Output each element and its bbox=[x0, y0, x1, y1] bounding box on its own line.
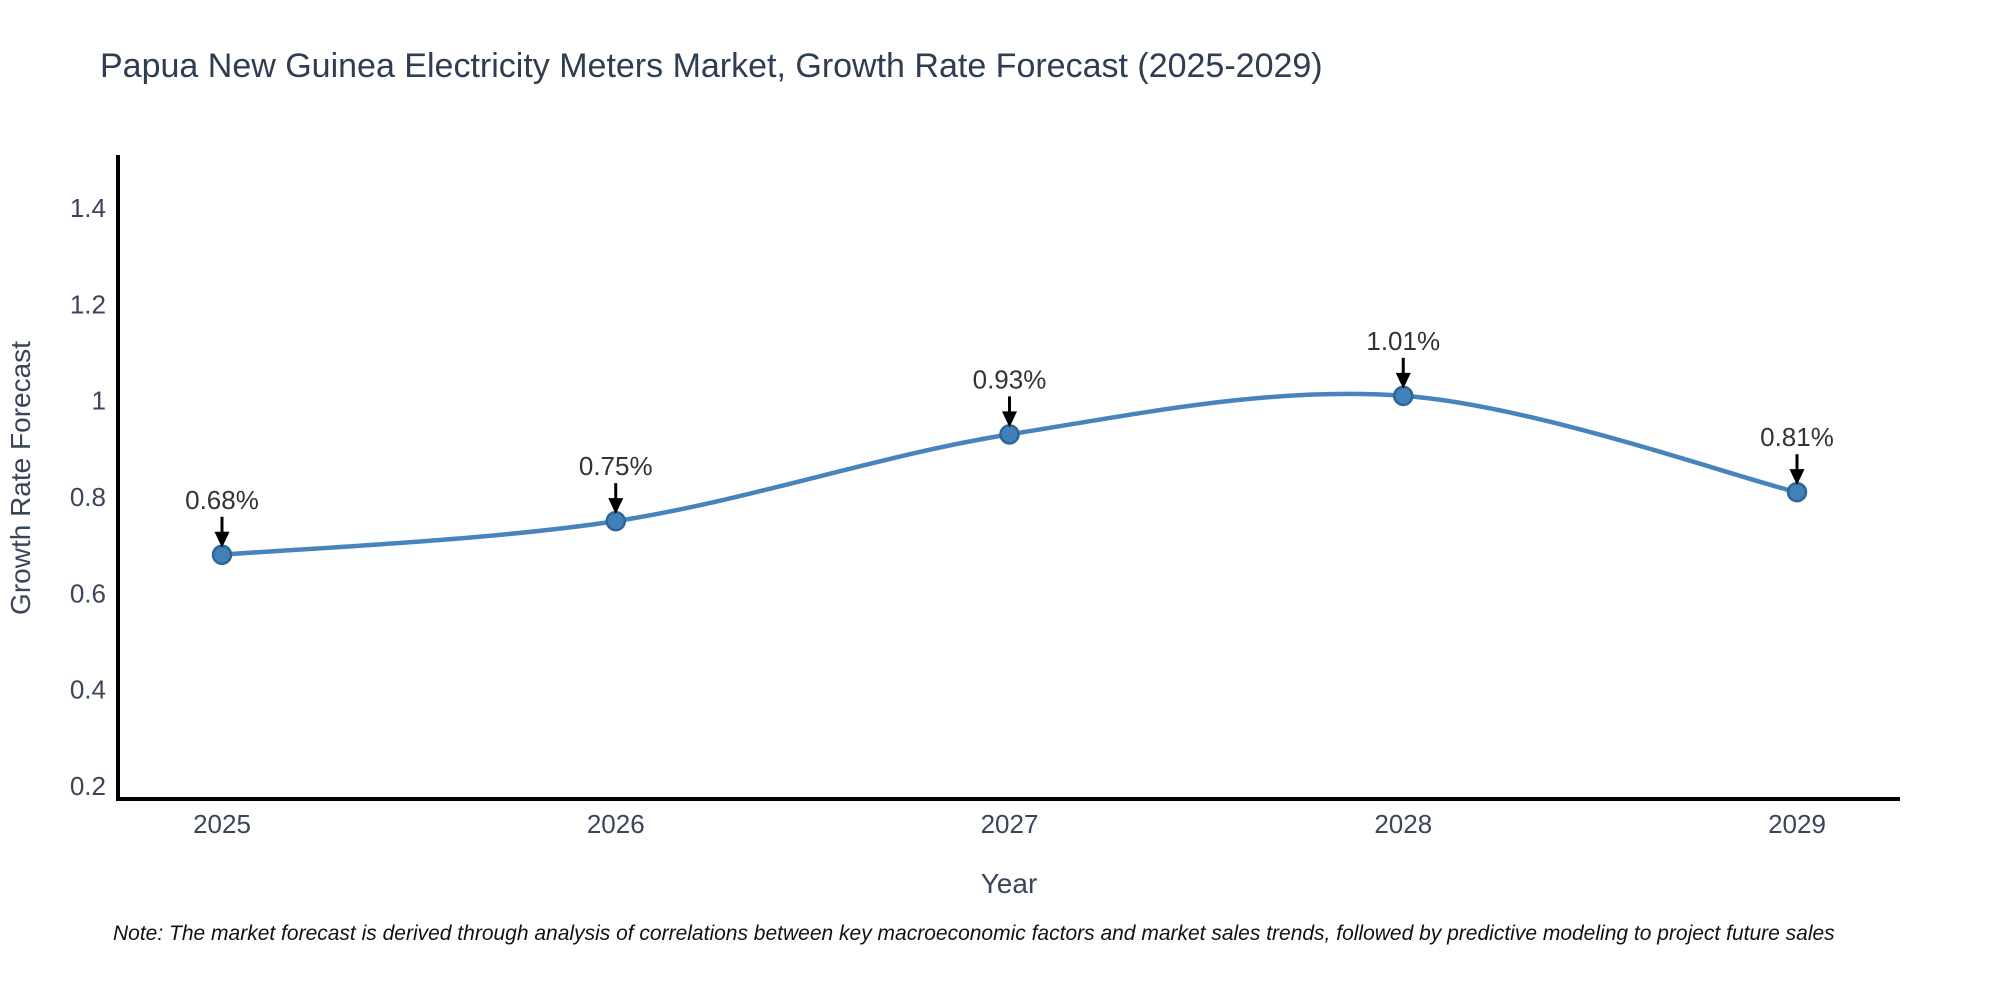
x-tick-label: 2028 bbox=[1374, 809, 1432, 839]
y-tick-label: 0.6 bbox=[70, 578, 106, 608]
data-point-marker bbox=[211, 544, 233, 566]
chart-title: Papua New Guinea Electricity Meters Mark… bbox=[100, 47, 1323, 85]
x-tick-label: 2025 bbox=[193, 809, 251, 839]
annotation-arrowhead-icon bbox=[214, 531, 230, 548]
y-tick-label: 1 bbox=[92, 386, 106, 416]
x-axis-title: Year bbox=[981, 868, 1038, 899]
y-tick-label: 1.4 bbox=[70, 193, 106, 223]
data-point-annotation: 0.81% bbox=[1760, 422, 1834, 452]
footnote-text: Note: The market forecast is derived thr… bbox=[113, 922, 1835, 945]
data-point-marker bbox=[1393, 385, 1414, 407]
data-point-marker bbox=[605, 510, 626, 532]
data-point-annotation: 0.75% bbox=[579, 451, 653, 481]
x-tick-label: 2029 bbox=[1768, 809, 1826, 839]
y-tick-label: 0.8 bbox=[70, 482, 106, 512]
data-point-annotation: 0.93% bbox=[973, 364, 1047, 394]
annotation-arrowhead-icon bbox=[1395, 372, 1411, 389]
y-tick-label: 1.2 bbox=[70, 289, 106, 319]
data-point-annotation: 1.01% bbox=[1366, 326, 1440, 356]
x-tick-label: 2026 bbox=[587, 809, 645, 839]
data-point-marker bbox=[999, 424, 1020, 445]
x-tick-label: 2027 bbox=[981, 809, 1039, 839]
annotation-arrowhead-icon bbox=[1789, 469, 1805, 486]
y-axis-title: Growth Rate Forecast bbox=[5, 341, 36, 615]
y-tick-label: 0.4 bbox=[70, 675, 106, 705]
annotation-arrowhead-icon bbox=[608, 498, 624, 515]
y-tick-label: 0.2 bbox=[70, 771, 106, 801]
annotation-arrowhead-icon bbox=[1002, 411, 1017, 428]
data-point-marker bbox=[1786, 481, 1808, 503]
data-point-annotation: 0.68% bbox=[185, 485, 259, 515]
